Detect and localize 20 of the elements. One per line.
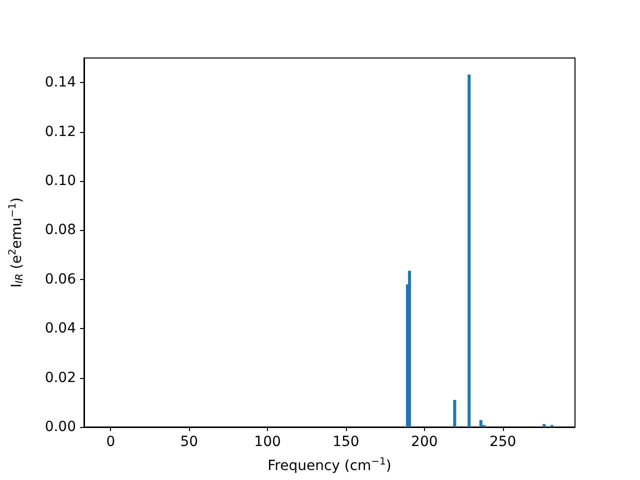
bar xyxy=(453,400,456,427)
x-tick-label: 250 xyxy=(489,434,516,450)
y-tick-label: 0.14 xyxy=(44,74,76,91)
y-tick-label: 0.02 xyxy=(44,370,76,386)
y-tick-label: 0.00 xyxy=(44,419,76,435)
bar xyxy=(542,424,546,427)
x-tick-label: 50 xyxy=(180,434,198,450)
y-tick-label: 0.10 xyxy=(44,173,76,189)
y-tick-label: 0.06 xyxy=(44,271,76,288)
x-tick-label: 0 xyxy=(106,434,116,450)
y-axis-title: IIR (e2emu−1) xyxy=(8,197,26,288)
bar xyxy=(479,420,482,427)
bar xyxy=(468,74,471,427)
x-tick-label: 150 xyxy=(332,434,360,450)
x-tick-label: 200 xyxy=(411,434,438,450)
bar xyxy=(408,270,412,427)
y-tick-label: 0.04 xyxy=(44,320,76,337)
x-tick-label: 100 xyxy=(254,434,281,450)
y-tick-label: 0.12 xyxy=(44,124,76,140)
y-tick-label: 0.08 xyxy=(44,222,76,238)
